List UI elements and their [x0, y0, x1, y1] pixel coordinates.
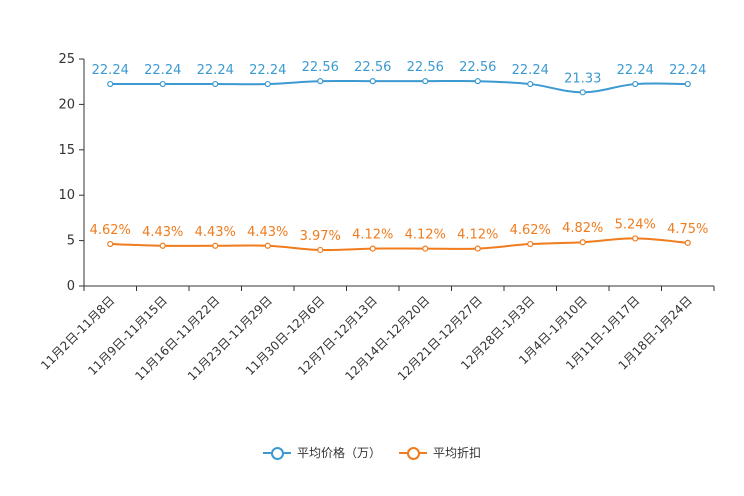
- y-tick-label: 10: [58, 188, 75, 203]
- data-point: [264, 242, 271, 249]
- data-point: [422, 245, 429, 252]
- y-tick-label: 25: [58, 52, 75, 67]
- legend: 平均价格（万） 平均折扣: [0, 444, 744, 461]
- data-label: 4.43%: [142, 225, 183, 240]
- data-label: 4.62%: [90, 223, 131, 238]
- legend-discount-marker: [399, 446, 427, 460]
- data-label: 4.43%: [195, 225, 236, 240]
- data-point: [579, 89, 586, 96]
- data-point: [212, 242, 219, 249]
- legend-item-price[interactable]: 平均价格（万）: [262, 444, 381, 461]
- legend-price-label: 平均价格（万）: [296, 446, 381, 460]
- data-label: 4.62%: [510, 223, 551, 238]
- data-label: 4.12%: [405, 228, 446, 243]
- data-point: [527, 240, 534, 248]
- data-label: 4.82%: [562, 221, 603, 236]
- data-label: 22.24: [92, 63, 129, 78]
- legend-item-discount[interactable]: 平均折扣: [399, 444, 481, 461]
- data-label: 4.43%: [247, 225, 288, 240]
- y-tick-label: 20: [58, 97, 75, 112]
- data-label: 22.56: [354, 60, 391, 75]
- data-label: 5.24%: [615, 217, 656, 232]
- data-point: [159, 242, 166, 249]
- data-point: [684, 80, 691, 88]
- data-point: [579, 239, 586, 246]
- data-label: 3.97%: [300, 229, 341, 244]
- data-label: 22.24: [197, 63, 234, 78]
- y-tick-label: 5: [67, 234, 75, 249]
- data-label: 22.56: [302, 60, 339, 75]
- data-label: 21.33: [564, 71, 601, 86]
- data-label: 4.75%: [667, 222, 708, 237]
- data-point: [632, 80, 639, 88]
- data-point: [474, 78, 481, 85]
- data-label: 22.56: [407, 60, 444, 75]
- legend-discount-label: 平均折扣: [433, 446, 482, 460]
- data-point: [474, 245, 481, 252]
- y-tick-label: 0: [67, 279, 75, 294]
- data-label: 4.12%: [457, 228, 498, 243]
- data-label: 22.56: [459, 60, 496, 75]
- data-point: [159, 80, 166, 88]
- data-label: 22.24: [617, 63, 654, 78]
- data-label: 22.24: [249, 63, 286, 78]
- data-point: [684, 239, 691, 246]
- data-point: [317, 246, 324, 254]
- data-point: [264, 80, 271, 88]
- data-point: [369, 245, 376, 252]
- series-line-0: [110, 79, 688, 94]
- data-label: 4.12%: [352, 228, 393, 243]
- data-label: 22.24: [669, 63, 706, 78]
- data-point: [369, 78, 376, 85]
- data-point: [422, 78, 429, 85]
- data-point: [317, 78, 324, 85]
- data-label: 22.24: [144, 63, 181, 78]
- legend-price-marker: [262, 446, 291, 460]
- data-label: 22.24: [512, 63, 549, 78]
- data-point: [212, 80, 219, 88]
- series-line-1: [110, 237, 688, 252]
- data-point: [107, 240, 114, 248]
- data-point: [632, 235, 639, 242]
- data-point: [527, 80, 534, 88]
- data-point: [107, 80, 114, 88]
- y-tick-label: 15: [58, 143, 75, 158]
